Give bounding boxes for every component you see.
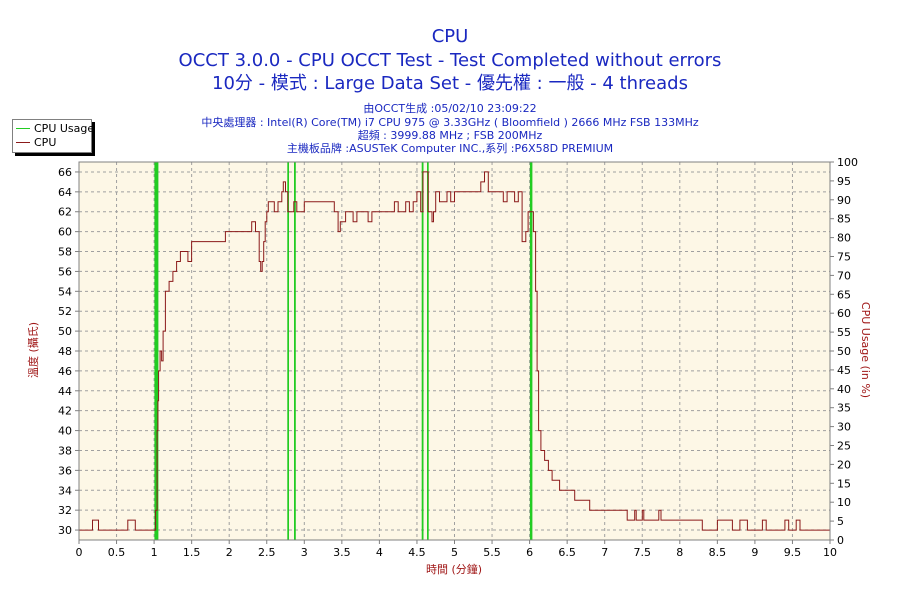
x-tick-label: 2.5 bbox=[258, 546, 276, 559]
x-tick-label: 1 bbox=[151, 546, 158, 559]
y-right-tick-label: 40 bbox=[837, 383, 851, 396]
x-tick-label: 10 bbox=[823, 546, 837, 559]
y-right-tick-label: 25 bbox=[837, 440, 851, 453]
y-axis-left-label: 溫度 (攝氏) bbox=[26, 322, 40, 378]
y-right-tick-label: 15 bbox=[837, 477, 851, 490]
y-left-tick-label: 64 bbox=[58, 186, 72, 199]
x-tick-label: 4.5 bbox=[408, 546, 426, 559]
y-right-tick-label: 95 bbox=[837, 175, 851, 188]
info-generated: 由OCCT生成 :05/02/10 23:09:22 bbox=[363, 102, 537, 115]
y-left-tick-label: 52 bbox=[58, 305, 72, 318]
y-right-tick-label: 80 bbox=[837, 232, 851, 245]
y-right-tick-label: 5 bbox=[837, 515, 844, 528]
legend-swatch-cpu bbox=[16, 141, 30, 143]
x-tick-label: 7.5 bbox=[634, 546, 652, 559]
y-right-tick-label: 55 bbox=[837, 326, 851, 339]
legend-label-cpu: CPU bbox=[34, 136, 57, 149]
x-tick-label: 8 bbox=[676, 546, 683, 559]
y-right-tick-label: 70 bbox=[837, 269, 851, 282]
y-left-tick-label: 50 bbox=[58, 325, 72, 338]
y-left-tick-label: 38 bbox=[58, 444, 72, 457]
y-axis-right-ticks: 0 5 10 15 20 25 30 35 40 45 50 55 60 65 70 75 80 85 90 95 10… bbox=[830, 156, 858, 547]
x-tick-label: 0.5 bbox=[108, 546, 126, 559]
x-tick-label: 6.5 bbox=[558, 546, 576, 559]
info-motherboard: 主機板品牌 :ASUSTeK Computer INC.,系列 :P6X58D … bbox=[286, 142, 614, 155]
y-right-tick-label: 90 bbox=[837, 194, 851, 207]
y-right-tick-label: 50 bbox=[837, 345, 851, 358]
y-right-tick-label: 0 bbox=[837, 534, 844, 547]
y-right-tick-label: 45 bbox=[837, 364, 851, 377]
y-right-tick-label: 65 bbox=[837, 288, 851, 301]
x-axis-label: 時間 (分鐘) bbox=[426, 562, 482, 576]
y-left-tick-label: 54 bbox=[58, 285, 72, 298]
legend-label-cpu-usage: CPU Usage bbox=[34, 122, 95, 135]
y-left-tick-label: 44 bbox=[58, 385, 72, 398]
y-axis-right-label: CPU Usage (in %) bbox=[859, 302, 872, 398]
x-tick-label: 3.5 bbox=[333, 546, 351, 559]
legend-item-cpu-usage: CPU Usage bbox=[16, 122, 94, 136]
y-left-tick-label: 34 bbox=[58, 484, 72, 497]
y-left-tick-label: 60 bbox=[58, 226, 72, 239]
chart-subtitle-mode: 10分 - 模式 : Large Data Set - 優先權 : 一般 - 4… bbox=[212, 73, 688, 94]
x-tick-label: 2 bbox=[226, 546, 233, 559]
x-tick-label: 1.5 bbox=[183, 546, 201, 559]
y-left-tick-label: 48 bbox=[58, 345, 72, 358]
y-axis-left-ticks: 30 32 34 36 38 40 42 44 46 48 50 52 54 56 58 60 62 64 66 bbox=[58, 166, 79, 537]
x-tick-label: 9.5 bbox=[784, 546, 802, 559]
y-right-tick-label: 10 bbox=[837, 496, 851, 509]
y-left-tick-label: 66 bbox=[58, 166, 72, 179]
y-left-tick-label: 58 bbox=[58, 246, 72, 259]
x-axis-ticks: 0 0.5 1 1.5 2 2.5 3 3.5 4 4.5 5 5.5 6 6.5 7 7.5 8 8.5 9 9.5… bbox=[76, 540, 837, 559]
chart-title: CPU bbox=[431, 26, 469, 47]
y-left-tick-label: 46 bbox=[58, 365, 72, 378]
y-right-tick-label: 75 bbox=[837, 251, 851, 264]
x-tick-label: 5.5 bbox=[483, 546, 501, 559]
y-left-tick-label: 42 bbox=[58, 405, 72, 418]
x-tick-label: 9 bbox=[751, 546, 758, 559]
chart-subtitle-test: OCCT 3.0.0 - CPU OCCT Test - Test Comple… bbox=[178, 50, 722, 71]
legend-swatch-cpu-usage bbox=[16, 127, 30, 129]
y-right-tick-label: 30 bbox=[837, 421, 851, 434]
legend-item-cpu: CPU bbox=[16, 136, 56, 150]
x-tick-label: 7 bbox=[601, 546, 608, 559]
plot-frame bbox=[78, 161, 831, 541]
y-right-tick-label: 60 bbox=[837, 307, 851, 320]
y-right-tick-label: 35 bbox=[837, 402, 851, 415]
y-left-tick-label: 32 bbox=[58, 504, 72, 517]
chart-legend: CPU Usage CPU bbox=[12, 119, 94, 153]
series-line-cpu bbox=[79, 171, 830, 531]
x-tick-label: 6 bbox=[526, 546, 533, 559]
y-right-tick-label: 100 bbox=[837, 156, 858, 169]
y-right-tick-label: 85 bbox=[837, 213, 851, 226]
x-tick-label: 8.5 bbox=[709, 546, 727, 559]
x-tick-label: 3 bbox=[301, 546, 308, 559]
grid-lines bbox=[79, 162, 830, 540]
info-cpu: 中央處理器 : Intel(R) Core(TM) i7 CPU 975 @ 3… bbox=[201, 116, 699, 129]
y-left-tick-label: 56 bbox=[58, 265, 72, 278]
y-right-tick-label: 20 bbox=[837, 458, 851, 471]
y-left-tick-label: 30 bbox=[58, 524, 72, 537]
y-left-tick-label: 40 bbox=[58, 425, 72, 438]
y-left-tick-label: 62 bbox=[58, 206, 72, 219]
info-overclock: 超頻 : 3999.88 MHz ; FSB 200MHz bbox=[357, 129, 543, 142]
x-tick-label: 4 bbox=[376, 546, 383, 559]
x-tick-label: 0 bbox=[76, 546, 83, 559]
y-left-tick-label: 36 bbox=[58, 464, 72, 477]
x-tick-label: 5 bbox=[451, 546, 458, 559]
